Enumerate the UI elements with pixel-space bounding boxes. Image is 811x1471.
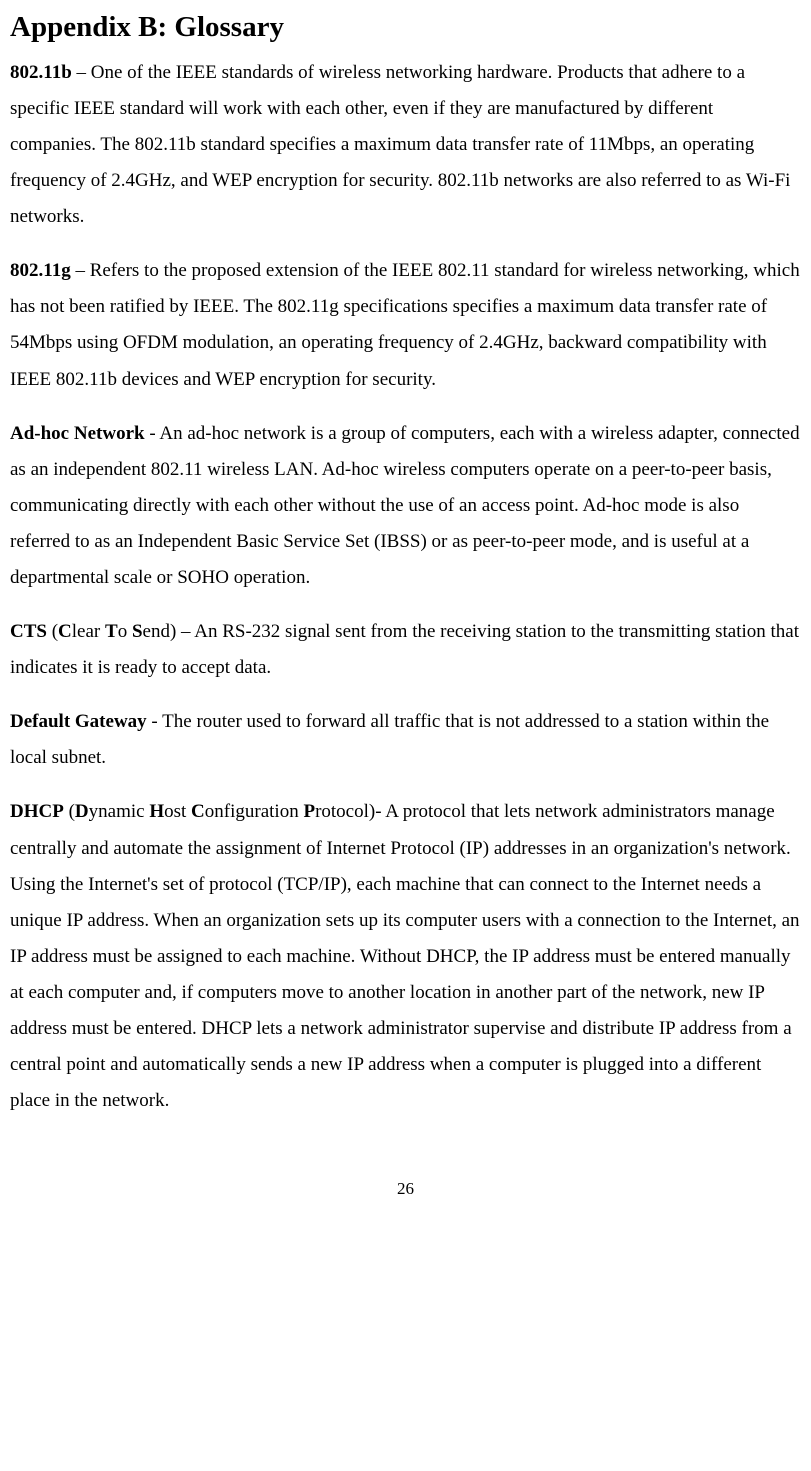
separator: –	[71, 260, 90, 281]
acronym-rest: rotocol	[315, 801, 369, 822]
glossary-entry: Ad-hoc Network - An ad-hoc network is a …	[10, 416, 801, 596]
acronym-rest: onfiguration	[205, 801, 304, 822]
acronym-bold: H	[149, 801, 164, 822]
glossary-entry: 802.11b – One of the IEEE standards of w…	[10, 55, 801, 235]
acronym-bold: T	[105, 621, 118, 642]
acronym-bold: D	[75, 801, 89, 822]
glossary-entry: Default Gateway - The router used to for…	[10, 704, 801, 776]
separator: –	[72, 62, 91, 83]
separator: -	[145, 423, 160, 444]
page-title: Appendix B: Glossary	[10, 10, 801, 45]
glossary-entry: 802.11g – Refers to the proposed extensi…	[10, 253, 801, 397]
separator: (	[47, 621, 58, 642]
glossary-entry: CTS (Clear To Send) – An RS-232 signal s…	[10, 614, 801, 686]
glossary-term: Ad-hoc Network	[10, 423, 145, 444]
glossary-term: DHCP	[10, 801, 64, 822]
separator: (	[64, 801, 75, 822]
acronym-bold: S	[132, 621, 143, 642]
acronym-bold: P	[303, 801, 315, 822]
glossary-entry: DHCP (Dynamic Host Configuration Protoco…	[10, 794, 801, 1119]
glossary-term: Default Gateway	[10, 711, 147, 732]
glossary-term: 802.11g	[10, 260, 71, 281]
acronym-rest: end	[143, 621, 170, 642]
acronym-rest: ost	[164, 801, 191, 822]
acronym-rest: o	[118, 621, 132, 642]
acronym-rest: ynamic	[89, 801, 150, 822]
page-number: 26	[10, 1179, 801, 1199]
glossary-definition: One of the IEEE standards of wireless ne…	[10, 62, 790, 227]
glossary-term: 802.11b	[10, 62, 72, 83]
acronym-bold: C	[191, 801, 205, 822]
document-page: Appendix B: Glossary 802.11b – One of th…	[0, 0, 811, 1239]
separator: -	[147, 711, 162, 732]
glossary-definition: An ad-hoc network is a group of computer…	[10, 423, 800, 588]
separator: )-	[369, 801, 385, 822]
acronym-rest: lear	[72, 621, 105, 642]
glossary-definition: A protocol that lets network administrat…	[10, 801, 800, 1111]
acronym-bold: C	[58, 621, 72, 642]
separator: ) –	[170, 621, 194, 642]
glossary-term: CTS	[10, 621, 47, 642]
glossary-definition: Refers to the proposed extension of the …	[10, 260, 800, 389]
